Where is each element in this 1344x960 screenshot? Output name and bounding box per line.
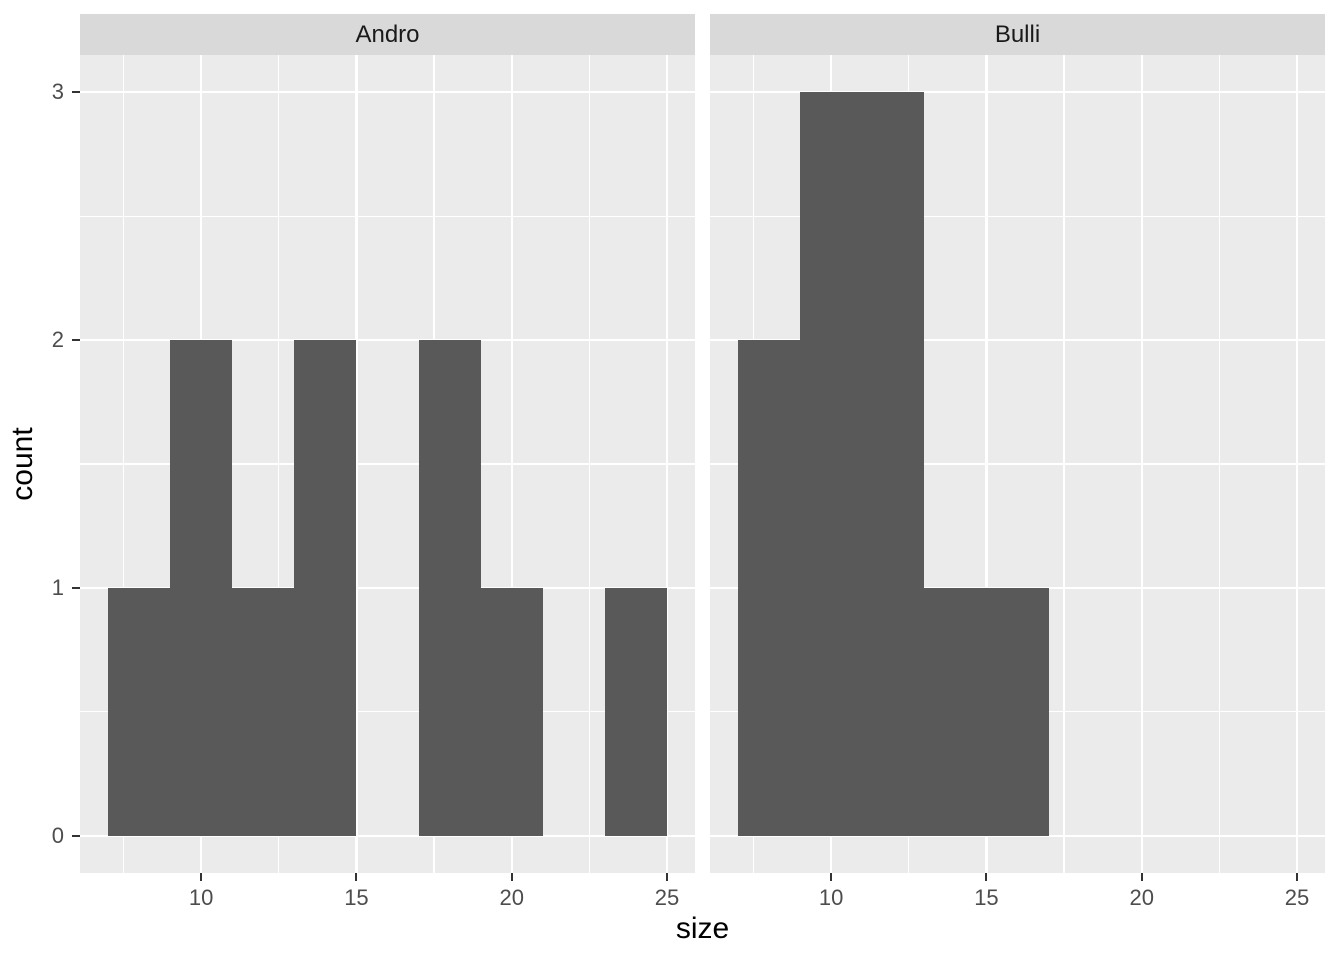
facet-strip-andro: Andro [80,14,695,55]
y-tick-label: 3 [51,79,64,105]
y-major-gridline [710,338,1325,342]
x-tick-mark [830,873,833,881]
x-tick-label: 20 [499,885,524,910]
x-tick-mark [1140,873,1143,881]
x-tick-label: 10 [818,885,844,910]
x-tick-label: 25 [654,885,680,910]
facet-strip-label: Andro [355,20,420,48]
y-major-gridline [80,338,695,342]
histogram-bar [737,340,801,836]
x-tick-label: 20 [1129,885,1154,910]
y-minor-gridline [710,215,1325,217]
y-minor-gridline [80,711,695,713]
x-major-gridline [1140,55,1143,873]
x-axis-title: size [675,912,730,945]
histogram-bar [418,340,481,836]
x-tick-mark [200,873,203,881]
x-major-gridline [665,55,669,873]
y-major-gridline [80,586,695,590]
y-tick-mark [72,339,80,342]
y-tick-mark [72,834,80,837]
x-major-gridline [1295,55,1299,873]
plot-panel-andro [80,55,695,873]
histogram-bar [170,340,233,836]
x-tick-mark [355,873,358,881]
y-minor-gridline [80,463,695,465]
plot-panel-bulli [710,55,1325,873]
y-tick-label: 0 [51,822,64,848]
histogram-bar [294,340,357,836]
x-tick-mark [666,873,669,881]
x-major-gridline [510,55,513,873]
y-minor-gridline [710,463,1325,465]
histogram-bar [800,92,863,836]
histogram-bar [480,587,543,836]
x-tick-mark [985,873,988,881]
y-tick-label: 2 [51,327,64,353]
histogram-bar [986,587,1049,836]
y-major-gridline [710,586,1325,590]
y-major-gridline [80,834,695,837]
x-tick-label: 15 [344,885,369,910]
x-tick-mark [510,873,513,881]
histogram-bar [604,587,668,836]
x-axis-andro: 10 15 20 25 [80,873,695,933]
x-tick-mark [1296,873,1299,881]
facet-strip-bulli: Bulli [710,14,1325,55]
y-tick-label: 1 [51,574,64,600]
histogram-bar [862,92,925,836]
x-tick-label: 25 [1284,885,1310,910]
x-tick-label: 10 [188,885,214,910]
y-tick-mark [72,91,80,94]
y-tick-mark [72,586,80,589]
facet-strip-label: Bulli [994,20,1041,48]
y-major-gridline [710,90,1325,94]
histogram-bar [924,587,987,836]
y-minor-gridline [80,215,695,217]
histogram-bar [107,587,171,836]
histogram-bar [232,587,295,836]
y-major-gridline [80,90,695,94]
y-axis-title: count [6,427,39,501]
y-axis: 0 1 2 3 [0,55,80,873]
x-axis-bulli: 10 15 20 25 [710,873,1325,933]
x-major-gridline [985,55,988,873]
x-major-gridline [355,55,358,873]
x-tick-label: 15 [974,885,999,910]
